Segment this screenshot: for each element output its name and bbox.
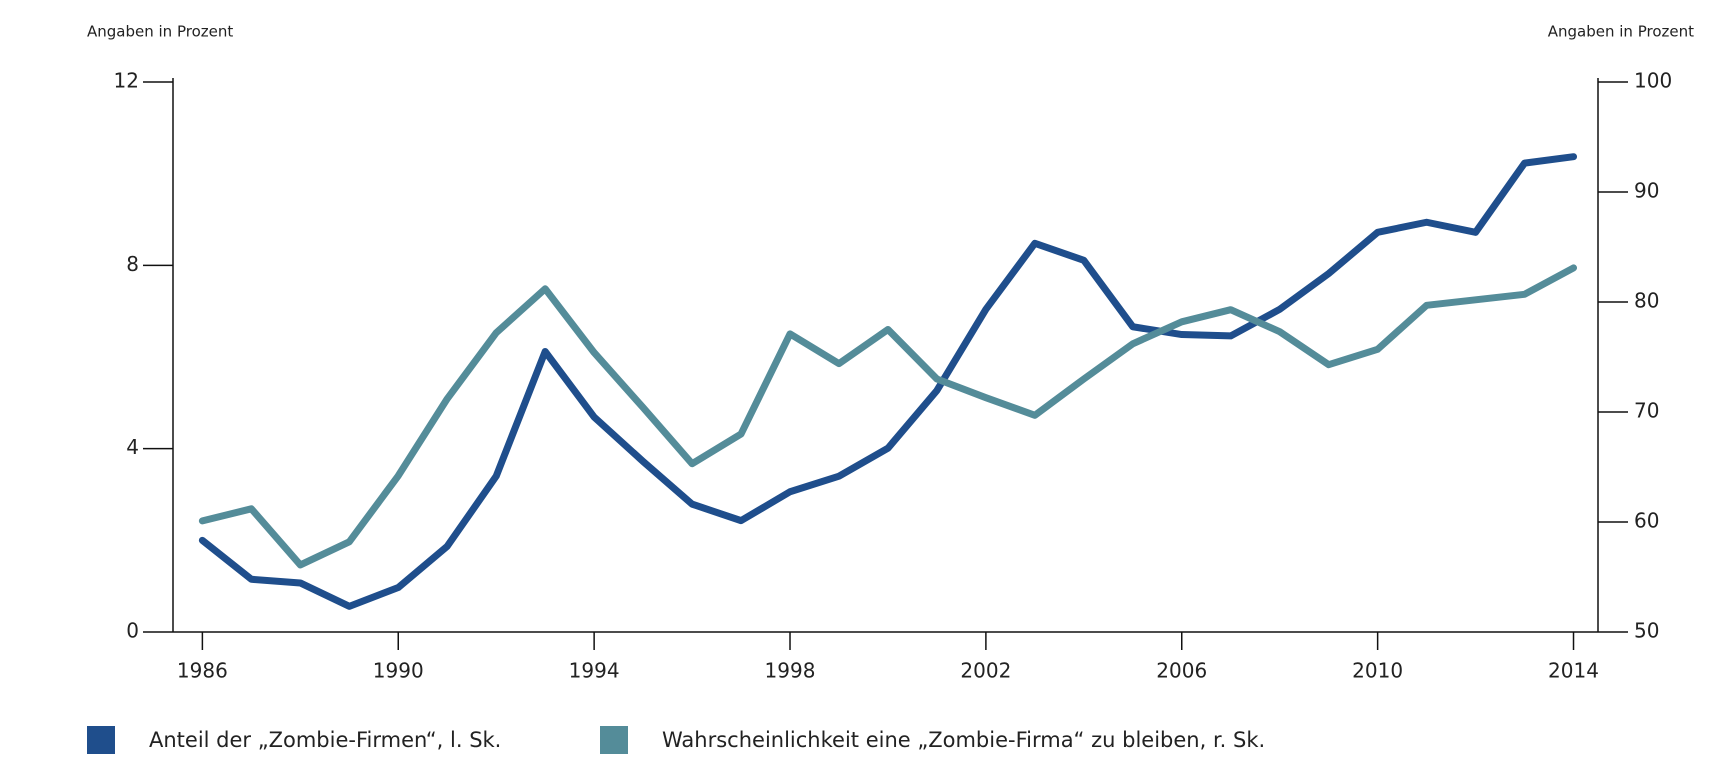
x-tick-label: 1990 (373, 659, 424, 683)
legend-swatch (87, 726, 115, 754)
y-tick-label: 8 (126, 252, 139, 276)
x-tick-label: 2014 (1548, 659, 1599, 683)
y2-tick-label: 50 (1634, 619, 1659, 643)
legend-swatch (600, 726, 628, 754)
legend-label: Anteil der „Zombie-Firmen“, l. Sk. (149, 728, 501, 752)
x-tick-label: 1994 (569, 659, 620, 683)
y2-tick-label: 70 (1634, 399, 1659, 423)
y-tick-label: 12 (114, 69, 139, 93)
legend-label: Wahrscheinlichkeit eine „Zombie-Firma“ z… (662, 728, 1265, 752)
y2-tick-label: 60 (1634, 509, 1659, 533)
y-tick-label: 4 (126, 435, 139, 459)
y2-tick-label: 80 (1634, 289, 1659, 313)
x-tick-label: 2002 (960, 659, 1011, 683)
x-tick-label: 1986 (177, 659, 228, 683)
x-tick-label: 1998 (765, 659, 816, 683)
y-axis-label: Angaben in Prozent (87, 23, 233, 41)
y-tick-label: 0 (126, 619, 139, 643)
x-tick-label: 2006 (1156, 659, 1207, 683)
series-line (198, 264, 1578, 569)
y2-tick-label: 90 (1634, 179, 1659, 203)
y2-axis-label: Angaben in Prozent (1548, 23, 1694, 41)
series-line (198, 153, 1578, 610)
y2-tick-label: 100 (1634, 69, 1672, 93)
x-tick-label: 2010 (1352, 659, 1403, 683)
